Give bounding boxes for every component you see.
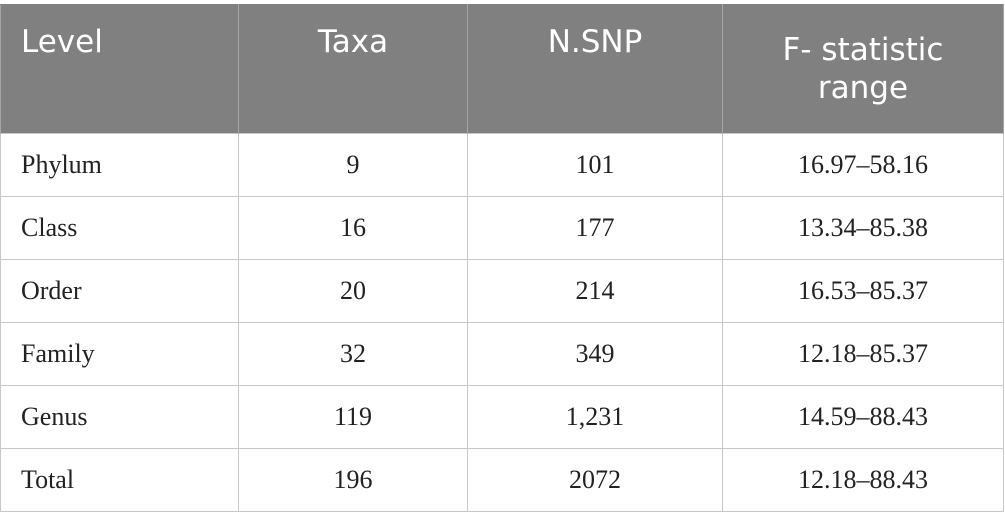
cell-f-range: 12.18–88.43 xyxy=(722,448,1004,512)
cell-taxa: 32 xyxy=(238,322,468,386)
cell-taxa: 20 xyxy=(238,259,468,323)
table-body: Phylum 9 101 16.97–58.16 Class 16 177 13… xyxy=(0,133,1004,512)
table-row: Order 20 214 16.53–85.37 xyxy=(0,259,1004,323)
cell-level: Total xyxy=(0,448,239,512)
cell-taxa: 119 xyxy=(238,385,468,449)
cell-f-range: 14.59–88.43 xyxy=(722,385,1004,449)
cell-f-range: 16.97–58.16 xyxy=(722,133,1004,197)
cell-taxa: 16 xyxy=(238,196,468,260)
cell-taxa: 9 xyxy=(238,133,468,197)
cell-level: Class xyxy=(0,196,239,260)
header-row: Level Taxa N.SNP F- statistic range xyxy=(0,4,1004,134)
header-n-snp: N.SNP xyxy=(467,4,723,134)
header-f-statistic-range-text: F- statistic range xyxy=(782,32,944,106)
cell-taxa: 196 xyxy=(238,448,468,512)
cell-f-range: 16.53–85.37 xyxy=(722,259,1004,323)
cell-n-snp: 101 xyxy=(467,133,723,197)
table-row: Class 16 177 13.34–85.38 xyxy=(0,196,1004,260)
cell-level: Family xyxy=(0,322,239,386)
cell-level: Genus xyxy=(0,385,239,449)
cell-n-snp: 214 xyxy=(467,259,723,323)
table-row: Family 32 349 12.18–85.37 xyxy=(0,322,1004,386)
header-taxa: Taxa xyxy=(238,4,468,134)
cell-n-snp: 349 xyxy=(467,322,723,386)
cell-f-range: 12.18–85.37 xyxy=(722,322,1004,386)
header-f-statistic-range: F- statistic range xyxy=(722,4,1004,134)
taxonomic-level-table: Level Taxa N.SNP F- statistic range Phyl… xyxy=(0,4,1004,512)
cell-n-snp: 177 xyxy=(467,196,723,260)
header-level: Level xyxy=(0,4,239,134)
table-row: Genus 119 1,231 14.59–88.43 xyxy=(0,385,1004,449)
table-row: Total 196 2072 12.18–88.43 xyxy=(0,448,1004,512)
cell-f-range: 13.34–85.38 xyxy=(722,196,1004,260)
cell-n-snp: 2072 xyxy=(467,448,723,512)
cell-level: Phylum xyxy=(0,133,239,197)
data-table-container: Level Taxa N.SNP F- statistic range Phyl… xyxy=(0,4,1004,512)
cell-level: Order xyxy=(0,259,239,323)
table-row: Phylum 9 101 16.97–58.16 xyxy=(0,133,1004,197)
table-header: Level Taxa N.SNP F- statistic range xyxy=(0,4,1004,134)
cell-n-snp: 1,231 xyxy=(467,385,723,449)
